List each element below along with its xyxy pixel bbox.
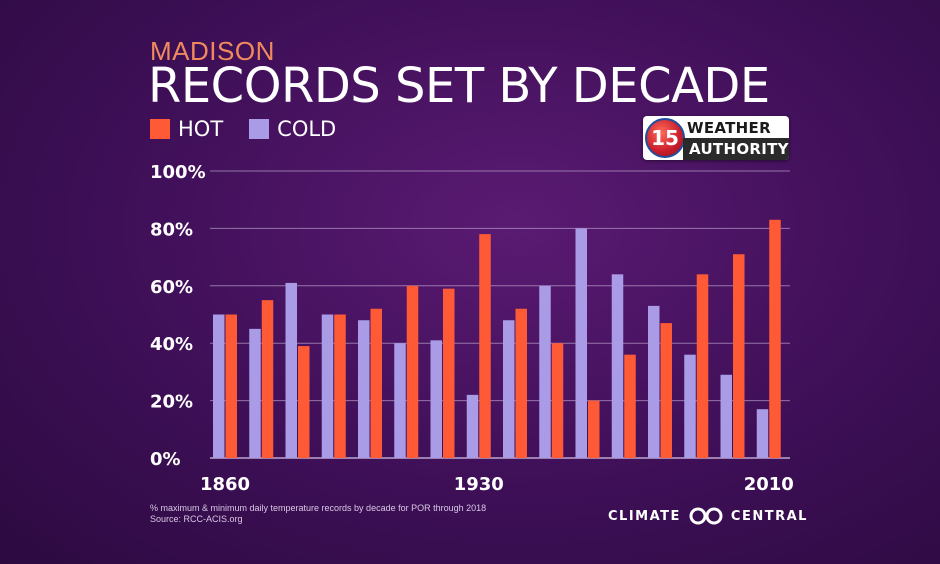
y-tick-label-60: 60%	[150, 277, 193, 298]
bar-hot-1870	[261, 300, 274, 458]
bar-cold-1970	[611, 274, 624, 458]
chart-subtitle: MADISON	[150, 36, 275, 66]
bar-cold-1890	[321, 314, 334, 458]
legend-label-hot: HOT	[178, 117, 224, 141]
bar-hot-1980	[660, 323, 672, 458]
y-tick-label-80: 80%	[150, 219, 193, 240]
footnote-source: Source: RCC-ACIS.org	[150, 514, 243, 524]
legend-item-cold: COLD	[249, 117, 336, 141]
bar-cold-1900	[358, 320, 370, 458]
bar-hot-1960	[588, 400, 600, 458]
footnote-note: % maximum & minimum daily temperature re…	[150, 503, 487, 513]
climate-central-logo: CLIMATE CENTRAL	[608, 506, 808, 526]
bar-hot-1990	[696, 274, 709, 458]
brand-left: CLIMATE	[608, 508, 681, 524]
x-tick-label-1860: 1860	[200, 474, 250, 495]
bar-cold-1860	[213, 314, 225, 458]
y-tick-label-0: 0%	[150, 449, 181, 470]
weather-authority-logo: 15 WEATHER AUTHORITY	[643, 116, 789, 160]
bar-hot-1970	[624, 354, 636, 458]
bar-hot-1920	[443, 288, 455, 458]
bar-cold-1960	[575, 228, 587, 458]
bar-hot-1860	[225, 314, 237, 458]
bar-hot-1890	[334, 314, 346, 458]
rings-icon	[689, 507, 723, 525]
x-tick-label-1930: 1930	[454, 474, 504, 495]
bar-hot-2000	[733, 254, 745, 458]
y-tick-label-20: 20%	[150, 392, 193, 413]
chart-title: RECORDS SET BY DECADE	[148, 58, 770, 114]
bar-hot-1950	[551, 343, 564, 458]
bar-cold-1870	[249, 328, 261, 458]
bar-cold-1930	[466, 394, 479, 458]
bar-cold-1920	[430, 340, 442, 458]
bar-cold-1880	[285, 282, 297, 458]
legend-swatch-hot	[150, 119, 170, 139]
legend-item-hot: HOT	[150, 117, 223, 141]
bar-cold-1990	[684, 354, 696, 458]
logo-line-weather: WEATHER	[687, 119, 771, 137]
logo-line-authority: AUTHORITY	[683, 138, 789, 160]
bar-cold-1950	[539, 285, 551, 458]
bar-hot-1930	[479, 234, 491, 458]
bar-hot-1940	[515, 308, 527, 458]
bar-hot-2010	[769, 219, 781, 458]
bar-cold-1910	[394, 343, 406, 458]
brand-right: CENTRAL	[730, 508, 808, 524]
bar-cold-1940	[503, 320, 515, 458]
bar-cold-2010	[756, 409, 769, 458]
footnote: % maximum & minimum daily temperature re…	[150, 503, 486, 525]
legend: HOT COLD	[150, 116, 352, 142]
legend-label-cold: COLD	[277, 117, 337, 141]
bar-hot-1880	[298, 346, 310, 458]
x-tick-label-2010: 2010	[744, 474, 794, 495]
legend-swatch-cold	[249, 119, 270, 139]
bar-cold-2000	[720, 374, 732, 458]
bar-cold-1980	[648, 305, 660, 458]
y-tick-label-100: 100%	[150, 162, 206, 183]
bar-hot-1910	[406, 285, 419, 458]
y-tick-label-40: 40%	[150, 334, 193, 355]
bar-hot-1900	[370, 308, 382, 458]
